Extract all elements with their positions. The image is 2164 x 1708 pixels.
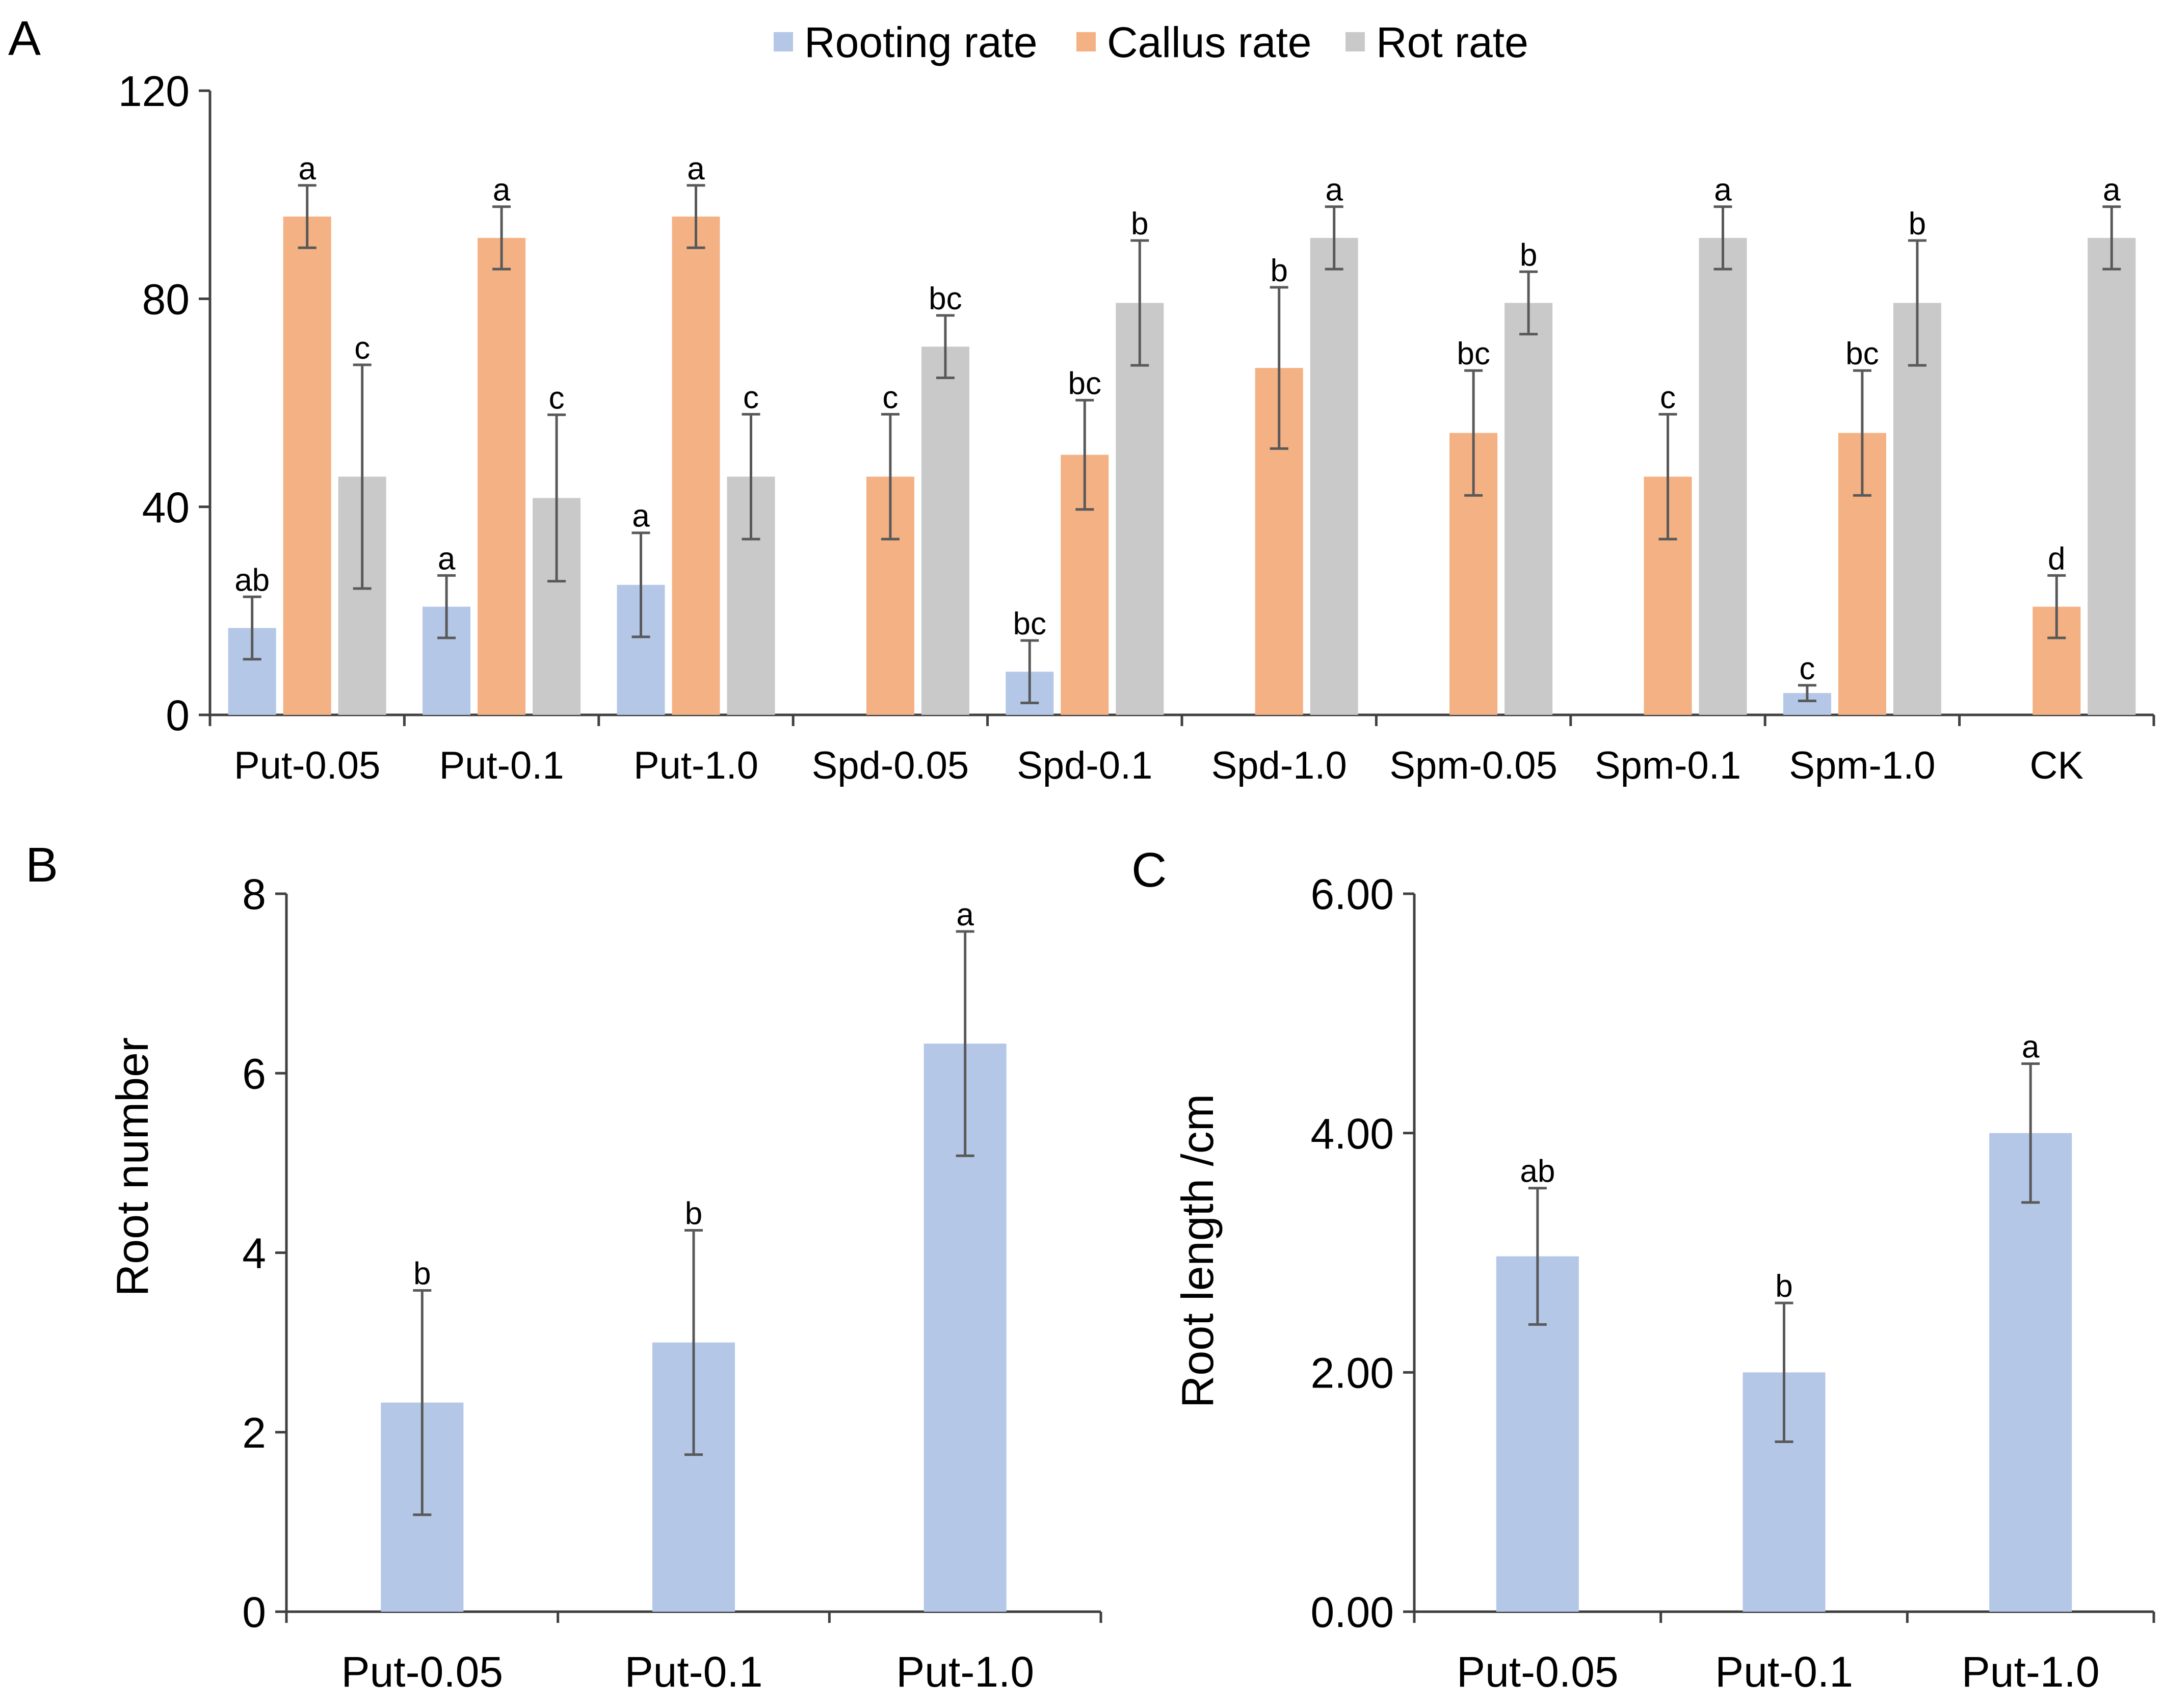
significance-letter: a	[632, 499, 650, 534]
significance-letter: a	[1325, 173, 1343, 208]
significance-letter: ab	[234, 563, 270, 598]
x-tick-label: Put-0.1	[625, 1648, 763, 1696]
significance-letter: b	[1520, 237, 1537, 273]
significance-letter: b	[1270, 253, 1287, 288]
x-tick-label: Spd-1.0	[1211, 744, 1347, 787]
significance-letter: bc	[1068, 366, 1101, 401]
legend-label: Callus rate	[1107, 18, 1312, 66]
legend-swatch	[774, 32, 793, 51]
significance-letter: d	[2048, 541, 2065, 576]
x-tick-label: Put-1.0	[1962, 1648, 2100, 1696]
legend-label: Rot rate	[1376, 18, 1528, 66]
significance-letter: b	[1775, 1269, 1792, 1304]
significance-letter: b	[413, 1256, 431, 1291]
significance-letter: a	[2103, 173, 2121, 208]
y-tick-label: 0	[242, 1588, 266, 1636]
x-tick-label: Put-0.1	[439, 744, 564, 787]
y-tick-label: 2	[242, 1409, 266, 1457]
bar	[2088, 237, 2136, 715]
significance-letter: c	[882, 380, 898, 415]
bar	[1989, 1133, 2072, 1612]
significance-letter: b	[1131, 206, 1148, 242]
legend-swatch	[1076, 32, 1096, 51]
significance-letter: c	[354, 331, 370, 366]
significance-letter: c	[1660, 380, 1676, 415]
significance-letter: c	[1799, 651, 1815, 686]
significance-letter: a	[687, 151, 705, 186]
x-tick-label: CK	[2030, 744, 2084, 787]
y-tick-label: 4.00	[1311, 1110, 1394, 1158]
panel-a-plot: 0 40 80 120 Put-0.05 Put-0.1 Put-1.0 Spd-0.05 Sp…	[118, 67, 2155, 787]
significance-letter: c	[743, 380, 759, 415]
significance-letter: b	[1909, 206, 1926, 242]
x-tick-label: Spm-0.05	[1389, 744, 1558, 787]
bar	[1505, 303, 1553, 715]
x-tick-label: Put-0.05	[341, 1648, 504, 1696]
significance-letter: a	[438, 541, 456, 576]
significance-letter: bc	[929, 281, 962, 316]
bar	[478, 237, 526, 715]
significance-letter: bc	[1013, 606, 1046, 642]
significance-letter: bc	[1845, 336, 1879, 371]
x-tick-label: Put-1.0	[896, 1648, 1034, 1696]
significance-letter: a	[493, 173, 511, 208]
legend-swatch	[1345, 32, 1365, 51]
significance-letter: a	[2022, 1029, 2040, 1064]
bar	[1893, 303, 1941, 715]
y-tick-label: 6.00	[1311, 870, 1394, 918]
panel-a-chart: A Rooting rate Callus rate Rot rate 0 40 80 1…	[8, 11, 2155, 787]
panel-c-y-axis-title: Root length /cm	[1172, 1094, 1223, 1408]
x-tick-label: Put-0.05	[1457, 1648, 1619, 1696]
x-tick-label: Spd-0.05	[812, 744, 969, 787]
significance-letter: a	[956, 897, 974, 932]
y-tick-label: 4	[242, 1230, 266, 1277]
significance-letter: c	[549, 381, 565, 416]
panel-c-label: C	[1131, 843, 1167, 897]
y-tick-label: 6	[242, 1050, 266, 1098]
panel-a-label: A	[8, 11, 41, 66]
panel-b-chart: B Root number 0 2 4 6 8 Put-0.05 Put-0.1 Put-1.…	[25, 838, 1102, 1696]
y-tick-label: 2.00	[1311, 1349, 1394, 1397]
significance-letter: a	[1714, 173, 1732, 208]
bar	[1699, 237, 1747, 715]
y-tick-label: 0.00	[1311, 1588, 1394, 1636]
bar	[283, 217, 331, 715]
x-tick-label: Spm-0.1	[1595, 744, 1741, 787]
significance-letter: b	[685, 1196, 702, 1231]
x-tick-label: Put-0.05	[234, 744, 380, 787]
significance-letter: a	[298, 151, 316, 186]
bar	[672, 217, 720, 715]
x-tick-label: Spd-0.1	[1017, 744, 1152, 787]
bar	[1310, 237, 1358, 715]
significance-letter: bc	[1457, 336, 1490, 371]
x-tick-label: Put-1.0	[634, 744, 758, 787]
bar	[921, 346, 969, 715]
y-tick-label: 80	[142, 276, 190, 324]
x-tick-label: Spm-1.0	[1789, 744, 1935, 787]
panel-b-label: B	[25, 838, 58, 892]
legend: Rooting rate Callus rate Rot rate	[774, 18, 1528, 66]
panel-b-plot: 0 2 4 6 8 Put-0.05 Put-0.1 Put-1.0 b b a	[242, 870, 1102, 1696]
bar	[1116, 303, 1164, 715]
y-tick-label: 40	[142, 484, 190, 531]
y-tick-label: 0	[166, 691, 190, 739]
significance-letter: ab	[1520, 1154, 1555, 1189]
panel-b-y-axis-title: Root number	[107, 1037, 157, 1297]
y-tick-label: 120	[118, 67, 190, 115]
panel-c-chart: C Root length /cm 0.00 2.00 4.00 6.00 Put-0.…	[1131, 843, 2155, 1696]
x-tick-label: Put-0.1	[1715, 1648, 1853, 1696]
legend-label: Rooting rate	[804, 18, 1038, 66]
y-tick-label: 8	[242, 870, 266, 918]
